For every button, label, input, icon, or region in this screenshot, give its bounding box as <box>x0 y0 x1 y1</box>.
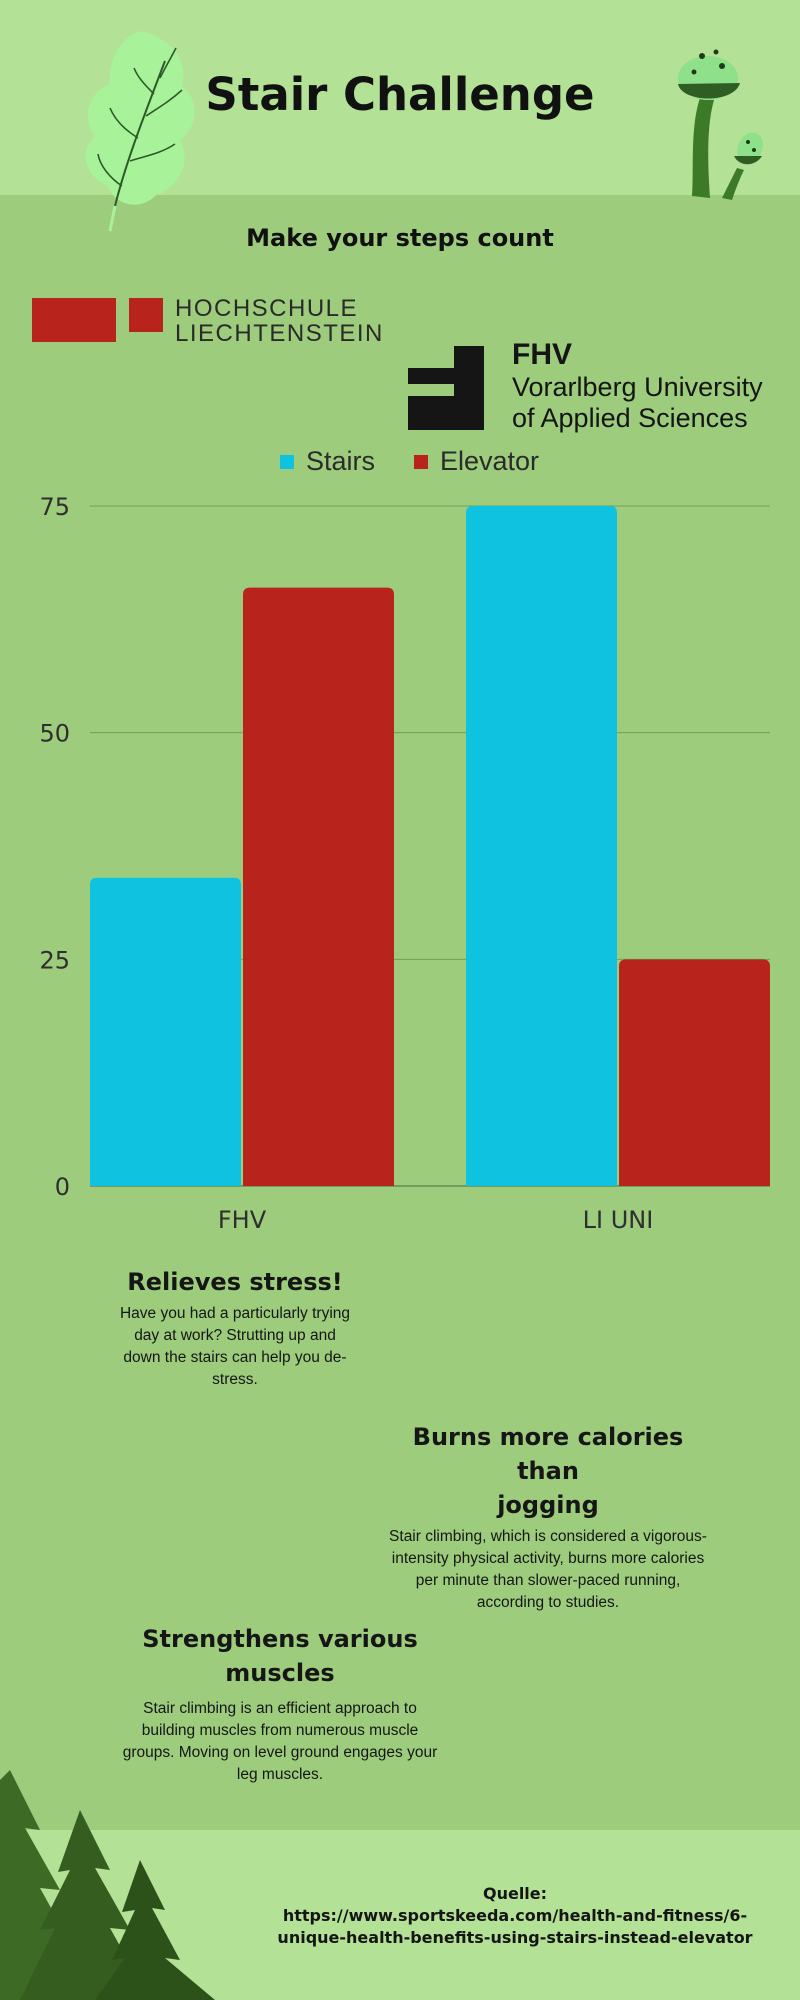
mushroom-icon <box>678 49 763 200</box>
hochschule-liechtenstein-logo: HOCHSCHULE LIECHTENSTEIN <box>32 296 382 346</box>
legend-label-stairs: Stairs <box>306 446 376 476</box>
source-url-line-1: https://www.sportskeeda.com/health-and-f… <box>282 1906 748 1925</box>
page-subtitle: Make your steps count <box>246 224 554 252</box>
feature-title: Relieves stress! <box>127 1268 343 1296</box>
logo-line-2: LIECHTENSTEIN <box>175 320 384 347</box>
source-citation: Quelle: https://www.sportskeeda.com/heal… <box>270 1883 760 1949</box>
feature-text: Stair climbing, which is considered a vi… <box>389 1528 707 1611</box>
x-tick-label: FHV <box>218 1206 267 1234</box>
bar-elevator-li-uni <box>619 959 770 1186</box>
y-tick-label: 75 <box>39 493 70 521</box>
pine-trees-icon <box>0 1770 215 2000</box>
feature-text: Have you had a particularly trying day a… <box>119 1305 351 1388</box>
fhv-line-1: Vorarlberg University <box>512 372 763 402</box>
bar-stairs-fhv <box>90 877 241 1186</box>
feature-relieves-stress: Relieves stress! Have you had a particul… <box>95 1265 375 1391</box>
y-tick-label: 50 <box>39 720 70 748</box>
bar-stairs-li-uni <box>466 506 617 1186</box>
feature-burns-calories: Burns more calories than jogging Stair c… <box>378 1420 718 1614</box>
fhv-subtitle: Vorarlberg University of Applied Science… <box>512 372 763 434</box>
legend-item-stairs: Stairs <box>280 446 375 477</box>
legend-label-elevator: Elevator <box>440 446 540 476</box>
source-label: Quelle: <box>482 1884 548 1903</box>
bar-chart: 0 25 50 75 FHV LI UNI <box>39 493 770 1234</box>
feature-text: Stair climbing is an efficient approach … <box>122 1700 438 1783</box>
legend-item-elevator: Elevator <box>414 446 539 477</box>
feature-title: Strengthens various muscles <box>142 1625 418 1687</box>
legend-swatch-stairs <box>280 454 294 469</box>
y-tick-label: 0 <box>55 1173 70 1201</box>
source-url-line-2: unique-health-benefits-using-stairs-inst… <box>277 1928 753 1947</box>
feature-strengthens-muscles: Strengthens various muscles Stair climbi… <box>95 1622 465 1786</box>
page-title: Stair Challenge <box>205 68 595 121</box>
logo-line-1: HOCHSCHULE <box>175 295 359 322</box>
bar-elevator-fhv <box>243 587 394 1186</box>
fhv-logo: FHV Vorarlberg University of Applied Sci… <box>408 338 770 434</box>
x-tick-label: LI UNI <box>583 1206 654 1234</box>
fhv-mark-icon <box>408 346 484 430</box>
logo-text: HOCHSCHULE LIECHTENSTEIN <box>175 296 384 346</box>
fhv-line-2: of Applied Sciences <box>512 403 748 433</box>
fhv-name: FHV <box>512 338 572 371</box>
logo-red-square <box>129 298 163 332</box>
legend-swatch-elevator <box>414 454 428 469</box>
logo-red-block <box>32 298 116 342</box>
leaf-icon <box>85 31 195 232</box>
feature-title: Burns more calories than jogging <box>412 1423 684 1519</box>
chart-legend: Stairs Elevator <box>0 446 800 480</box>
y-tick-label: 25 <box>39 946 70 974</box>
